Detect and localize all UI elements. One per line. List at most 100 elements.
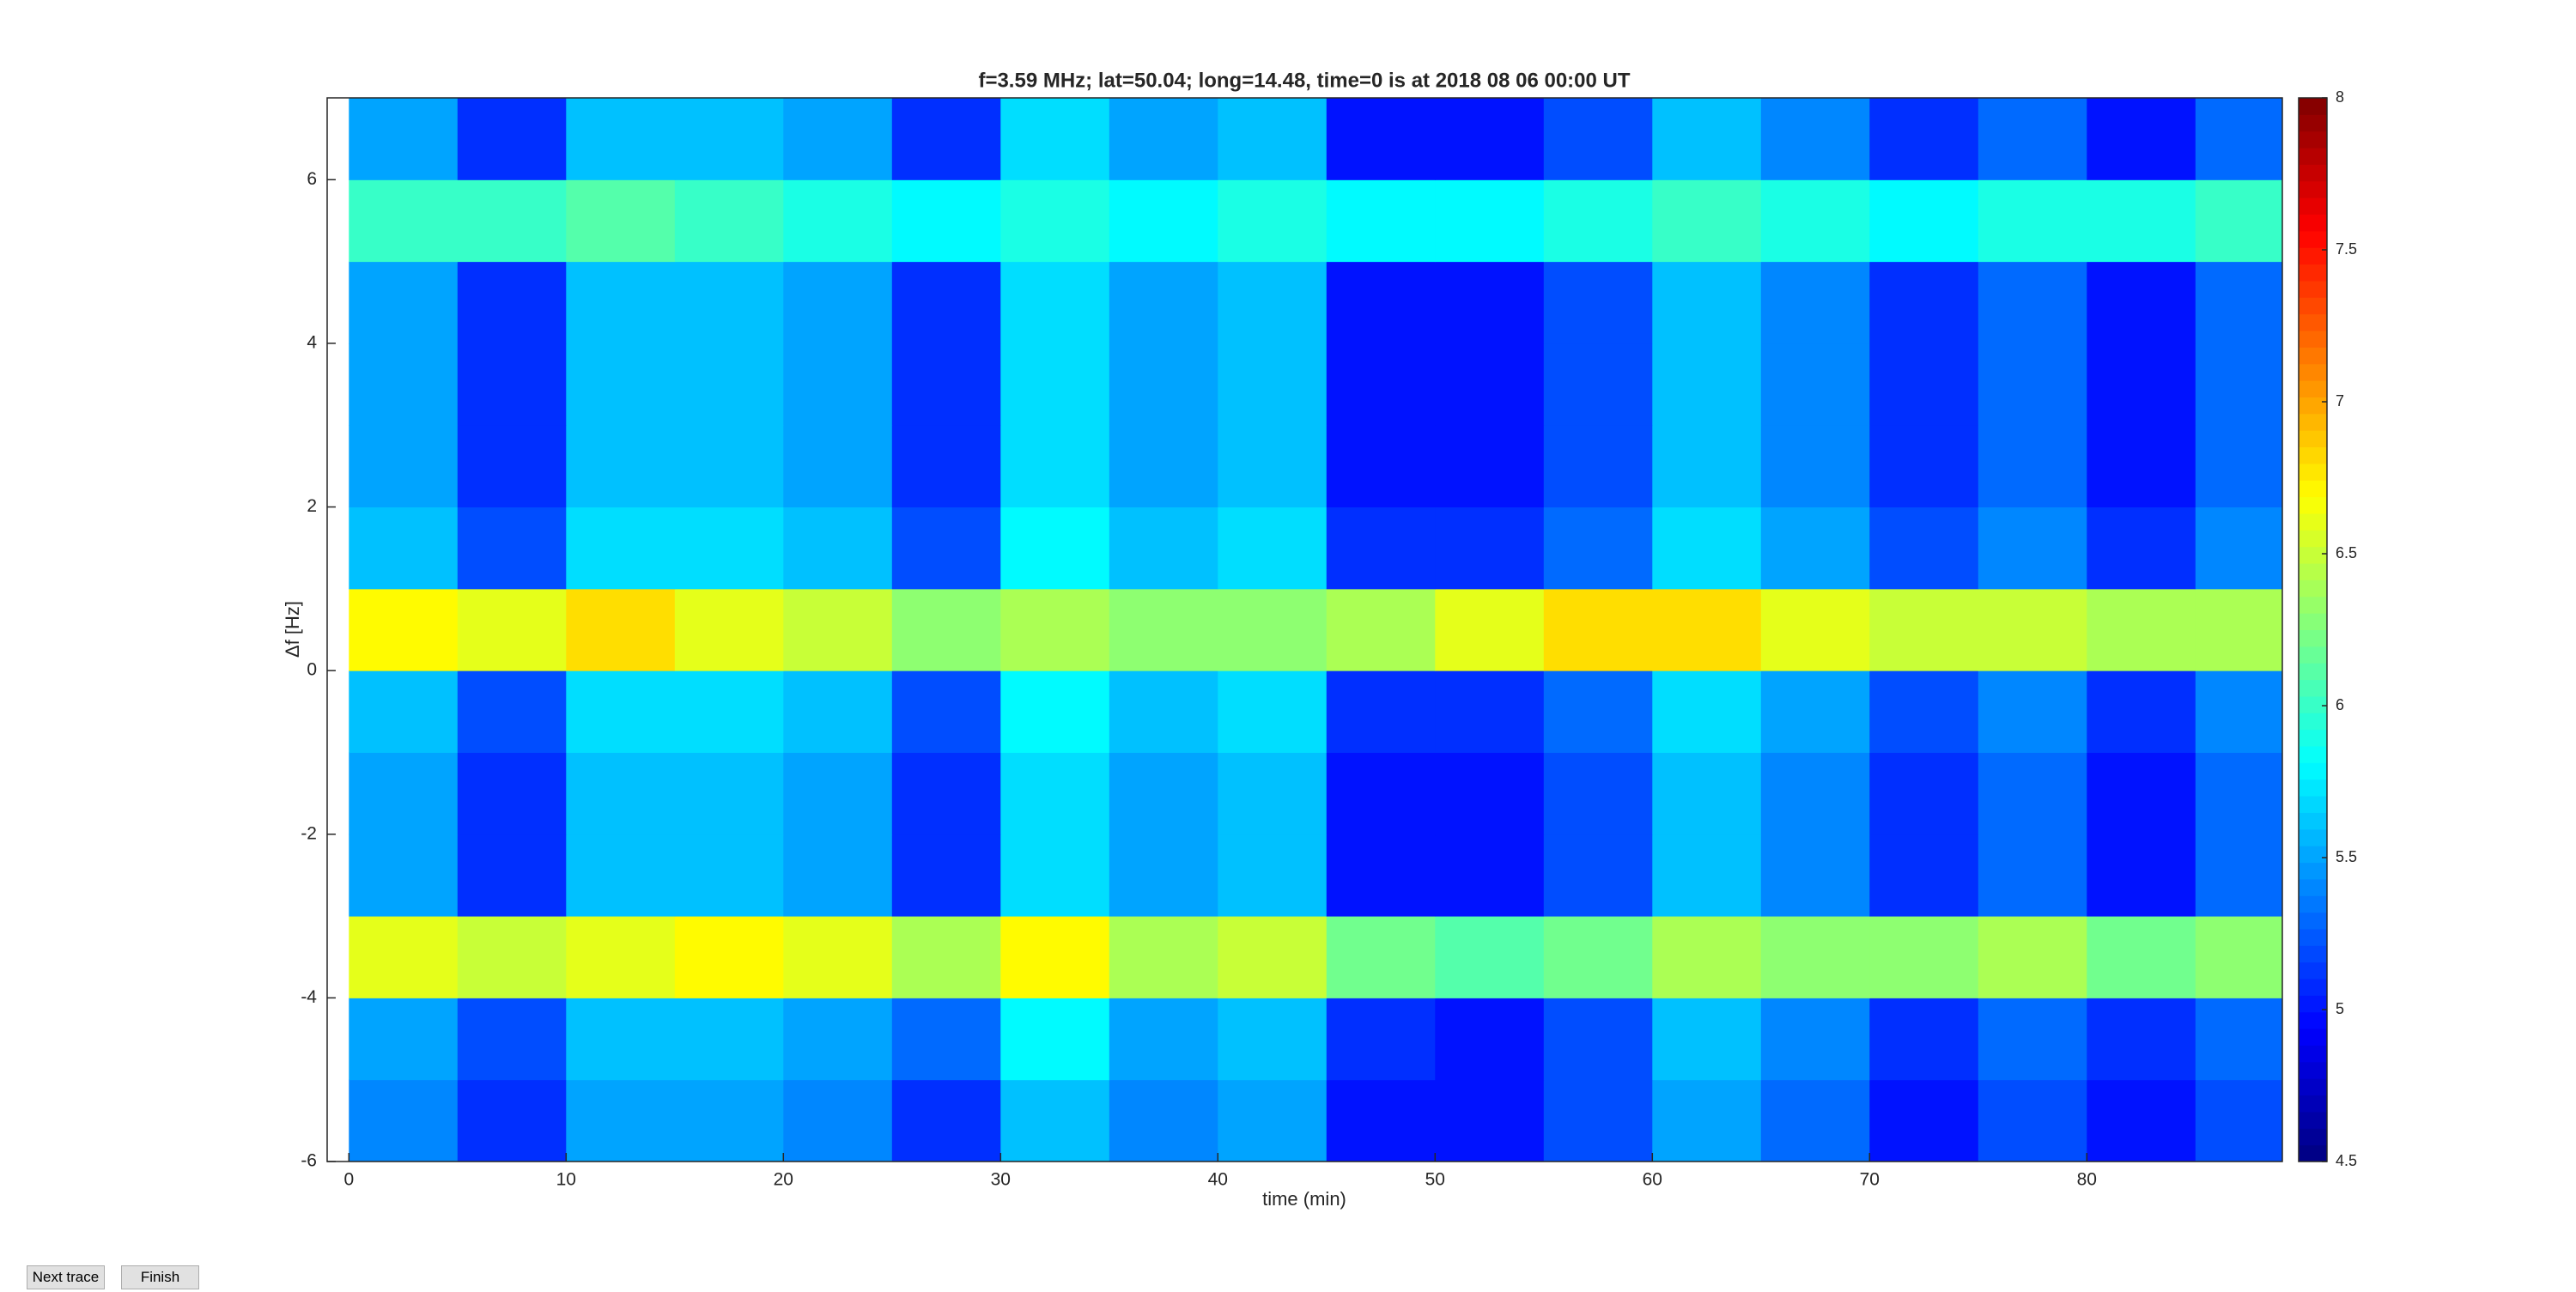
colorbar-swatch <box>2299 995 2327 1013</box>
heatmap-cell <box>783 179 893 263</box>
heatmap-cell <box>1435 261 1545 344</box>
heatmap-cell <box>1760 506 1870 590</box>
colorbar-tick-label: 7.5 <box>2336 240 2357 258</box>
heatmap-cell <box>1000 506 1110 590</box>
colorbar-swatch <box>2299 746 2327 763</box>
colorbar-tick-label: 6 <box>2336 696 2344 713</box>
colorbar-swatch <box>2299 979 2327 996</box>
heatmap-cell <box>349 506 459 590</box>
colorbar-swatch <box>2299 1128 2327 1146</box>
heatmap-cell <box>783 98 893 180</box>
heatmap-cell <box>2087 425 2196 508</box>
heatmap-cell <box>566 998 676 1081</box>
colorbar-swatch <box>2299 98 2327 115</box>
heatmap-cell <box>1652 834 1762 917</box>
heatmap-cell <box>1978 261 2087 344</box>
heatmap-cell <box>1760 98 1870 180</box>
heatmap-cell <box>1543 670 1653 753</box>
heatmap-cell <box>1326 343 1436 426</box>
colorbar-swatch <box>2299 313 2327 331</box>
heatmap-cell <box>1869 916 1979 998</box>
x-tick-label: 50 <box>1425 1170 1445 1190</box>
heatmap-cell <box>2195 425 2282 508</box>
heatmap-cell <box>2195 670 2282 753</box>
y-tick-label: -2 <box>301 823 317 843</box>
heatmap-cell <box>1326 998 1436 1081</box>
y-tick-label: 4 <box>307 332 317 352</box>
heatmap-cell <box>674 670 784 753</box>
x-tick-label: 10 <box>556 1170 576 1190</box>
heatmap-cell <box>1978 425 2087 508</box>
heatmap-cell <box>1326 588 1436 671</box>
x-tick-label: 70 <box>1860 1170 1880 1190</box>
heatmap-cell <box>2195 916 2282 998</box>
colorbar-swatch <box>2299 214 2327 232</box>
heatmap-cell <box>2195 998 2282 1081</box>
heatmap-cell <box>1869 834 1979 917</box>
heatmap-cell <box>783 425 893 508</box>
colorbar-swatch <box>2299 297 2327 315</box>
heatmap-cell <box>1543 179 1653 263</box>
heatmap-cell <box>1869 670 1979 753</box>
colorbar-swatch <box>2299 264 2327 282</box>
finish-button[interactable]: Finish <box>121 1265 199 1289</box>
heatmap-cell <box>1543 425 1653 508</box>
axes-box <box>326 97 2283 1162</box>
colorbar-swatch <box>2299 579 2327 597</box>
colorbar-swatch <box>2299 1028 2327 1046</box>
heatmap-cell <box>1760 752 1870 835</box>
colorbar-swatch <box>2299 729 2327 747</box>
colorbar-swatch <box>2299 713 2327 731</box>
heatmap-cell <box>1869 752 1979 835</box>
heatmap-cell <box>566 916 676 998</box>
heatmap-cell <box>1760 425 1870 508</box>
heatmap-cell <box>2195 588 2282 671</box>
next-trace-button[interactable]: Next trace <box>27 1265 105 1289</box>
heatmap-cell <box>566 1079 676 1162</box>
heatmap-cell <box>457 670 567 753</box>
colorbar-swatch <box>2299 148 2327 165</box>
colorbar-swatch <box>2299 862 2327 880</box>
x-tick-label: 0 <box>343 1170 354 1190</box>
heatmap-cell <box>1000 752 1110 835</box>
heatmap-cell <box>1000 588 1110 671</box>
heatmap-cell <box>1435 1079 1545 1162</box>
heatmap-cell <box>349 752 459 835</box>
colorbar-swatch <box>2299 1144 2327 1162</box>
heatmap-cell <box>457 98 567 180</box>
heatmap-cell <box>1109 752 1218 835</box>
heatmap-cell <box>457 261 567 344</box>
heatmap-cell <box>1109 343 1218 426</box>
heatmap-cell <box>674 261 784 344</box>
heatmap-cell <box>891 998 1001 1081</box>
heatmap-cell <box>1978 752 2087 835</box>
colorbar-swatch <box>2299 114 2327 132</box>
heatmap-cell <box>783 261 893 344</box>
heatmap-cell <box>1000 179 1110 263</box>
colorbar-swatch <box>2299 1011 2327 1029</box>
heatmap-cell <box>1326 1079 1436 1162</box>
colorbar-swatch <box>2299 596 2327 614</box>
heatmap-cell <box>1218 588 1327 671</box>
heatmap-cell <box>1218 506 1327 590</box>
heatmap-cell <box>457 506 567 590</box>
colorbar-swatch <box>2299 363 2327 381</box>
heatmap-cell <box>1869 343 1979 426</box>
heatmap-cell <box>566 834 676 917</box>
heatmap-cell <box>1109 425 1218 508</box>
heatmap-cell <box>1109 179 1218 263</box>
colorbar-swatch <box>2299 496 2327 514</box>
heatmap-cell <box>1543 752 1653 835</box>
heatmap-cell <box>457 343 567 426</box>
colorbar-swatch <box>2299 530 2327 548</box>
heatmap-cell <box>2195 179 2282 263</box>
heatmap-cell <box>1000 1079 1110 1162</box>
heatmap-cell <box>1869 588 1979 671</box>
y-tick-label: -6 <box>301 1151 317 1171</box>
heatmap-cell <box>1652 1079 1762 1162</box>
colorbar-swatch <box>2299 130 2327 149</box>
heatmap-cell <box>1652 343 1762 426</box>
heatmap-cell <box>1652 998 1762 1081</box>
heatmap-cell <box>891 916 1001 998</box>
x-tick-label: 30 <box>991 1170 1011 1190</box>
